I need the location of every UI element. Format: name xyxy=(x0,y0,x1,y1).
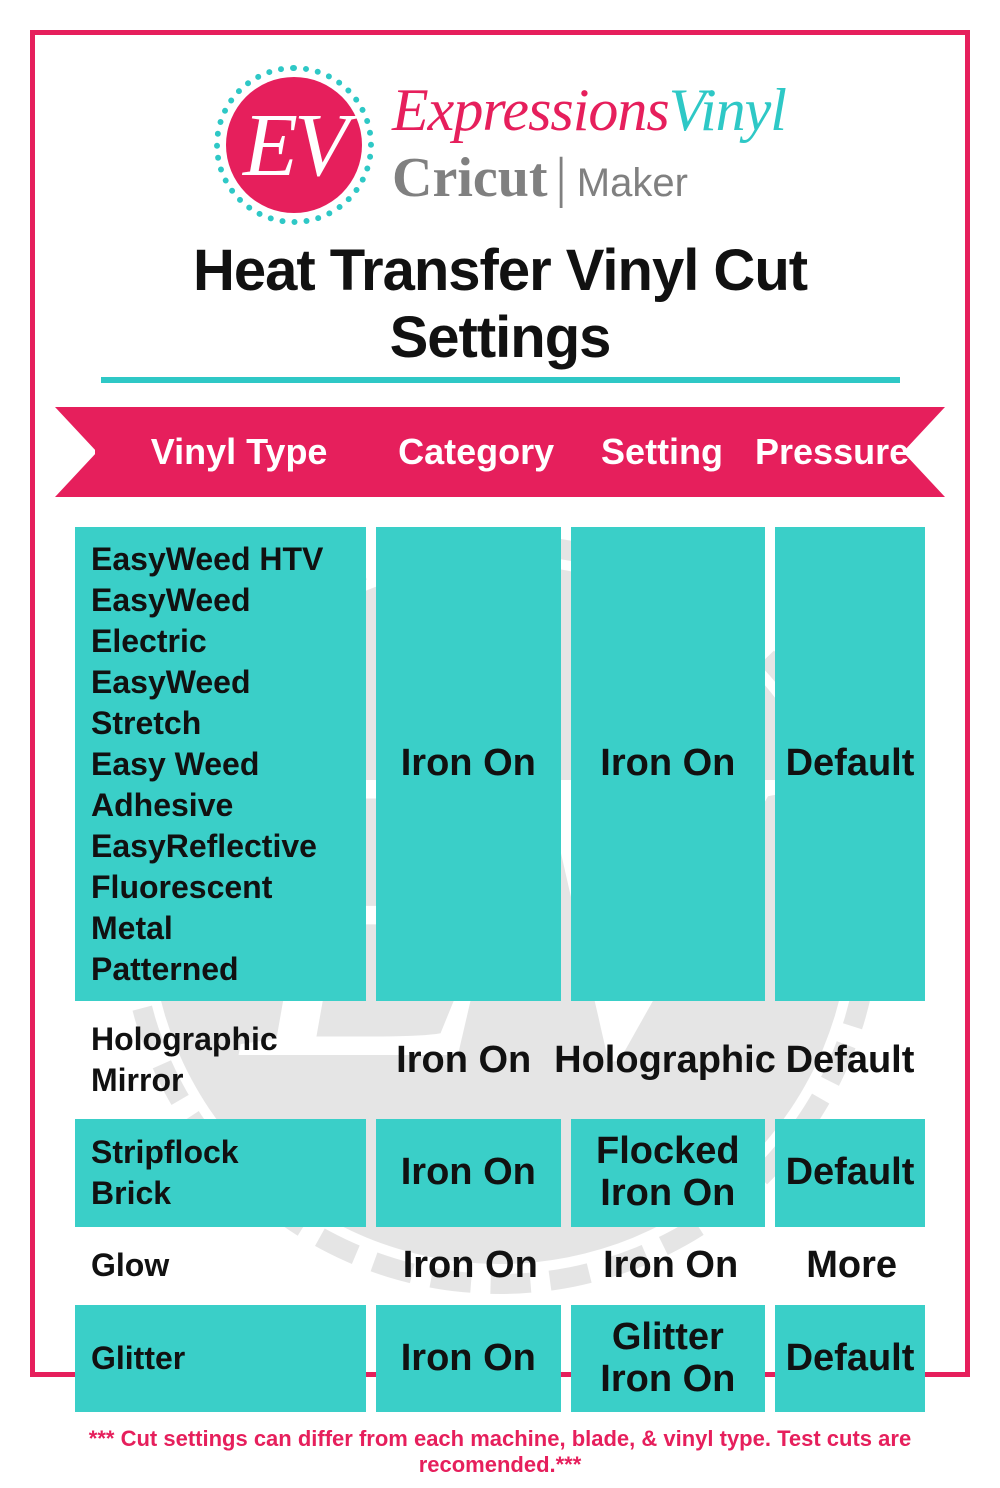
settings-table: EasyWeed HTVEasyWeed ElectricEasyWeed St… xyxy=(75,527,925,1412)
cell-vinyl-types: HolographicMirror xyxy=(75,1007,362,1113)
vinyl-type-item: Brick xyxy=(91,1173,350,1214)
table-row: GlowIron OnIron OnMore xyxy=(75,1233,925,1299)
cell-pressure: Default xyxy=(775,527,925,1001)
vinyl-type-item: Stripflock xyxy=(91,1132,350,1173)
vinyl-type-item: EasyWeed Electric xyxy=(91,580,350,662)
vinyl-type-item: EasyWeed Stretch xyxy=(91,662,350,744)
vinyl-type-item: Patterned xyxy=(91,949,350,990)
vinyl-type-item: Holographic xyxy=(91,1019,346,1060)
header-category: Category xyxy=(383,431,569,473)
table-row: StripflockBrickIron OnFlocked Iron OnDef… xyxy=(75,1119,925,1227)
cell-category: Iron On xyxy=(376,527,561,1001)
cell-category: Iron On xyxy=(376,1119,561,1227)
cell-pressure: More xyxy=(778,1233,925,1299)
content-area: EV Expressions Vinyl Cricut | Maker Heat… xyxy=(35,35,965,1488)
cell-vinyl-types: EasyWeed HTVEasyWeed ElectricEasyWeed St… xyxy=(75,527,366,1001)
outer-frame: EV EV Expressions Vinyl Cricut | Maker xyxy=(30,30,970,1377)
cell-pressure: Default xyxy=(775,1119,925,1227)
cell-category: Iron On xyxy=(377,1233,563,1299)
brand-part2: Vinyl xyxy=(669,80,786,140)
brand-part1: Expressions xyxy=(392,80,669,140)
sub-brand: Cricut | Maker xyxy=(392,146,688,210)
cell-pressure: Default xyxy=(775,1305,925,1413)
vinyl-type-item: Glitter xyxy=(91,1338,350,1379)
sub-brand-divider: | xyxy=(556,146,567,210)
header-pressure: Pressure xyxy=(755,431,905,473)
sub-brand-suffix: Maker xyxy=(577,161,688,206)
vinyl-type-item: Mirror xyxy=(91,1060,346,1101)
vinyl-type-item: Fluorescent xyxy=(91,867,350,908)
vinyl-type-item: Easy Weed Adhesive xyxy=(91,744,350,826)
vinyl-type-item: Glow xyxy=(91,1245,351,1286)
header-setting: Setting xyxy=(569,431,755,473)
cell-setting: Flocked Iron On xyxy=(571,1119,765,1227)
table-row: Glitter Iron OnGlitter Iron OnDefault xyxy=(75,1305,925,1413)
sub-brand-name: Cricut xyxy=(392,146,548,210)
cell-pressure: Default xyxy=(775,1007,925,1113)
footnote: *** Cut settings can differ from each ma… xyxy=(75,1426,925,1478)
ev-badge-text: EV xyxy=(214,65,374,225)
cell-vinyl-types: StripflockBrick xyxy=(75,1119,366,1227)
cell-setting: Holographic xyxy=(565,1007,765,1113)
brand-text: Expressions Vinyl Cricut | Maker xyxy=(392,80,786,210)
vinyl-type-item: EasyWeed HTV xyxy=(91,539,350,580)
vinyl-type-item: Metal xyxy=(91,908,350,949)
cell-category: Iron On xyxy=(372,1007,555,1113)
header-vinyl-type: Vinyl Type xyxy=(95,431,383,473)
title-underline xyxy=(101,377,900,383)
logo-row: EV Expressions Vinyl Cricut | Maker xyxy=(75,65,925,225)
cell-vinyl-types: Glitter xyxy=(75,1305,366,1413)
cell-setting: Iron On xyxy=(573,1233,768,1299)
cell-category: Iron On xyxy=(376,1305,561,1413)
header-ribbon: Vinyl Type Category Setting Pressure xyxy=(55,407,945,497)
table-row: EasyWeed HTVEasyWeed ElectricEasyWeed St… xyxy=(75,527,925,1001)
cell-setting: Glitter Iron On xyxy=(571,1305,765,1413)
page-title: Heat Transfer Vinyl Cut Settings xyxy=(75,237,925,371)
table-row: HolographicMirrorIron OnHolographicDefau… xyxy=(75,1007,925,1113)
brand-name: Expressions Vinyl xyxy=(392,80,786,140)
vinyl-type-item: EasyReflective xyxy=(91,826,350,867)
cell-setting: Iron On xyxy=(571,527,765,1001)
cell-vinyl-types: Glow xyxy=(75,1233,367,1299)
ev-badge-icon: EV xyxy=(214,65,374,225)
